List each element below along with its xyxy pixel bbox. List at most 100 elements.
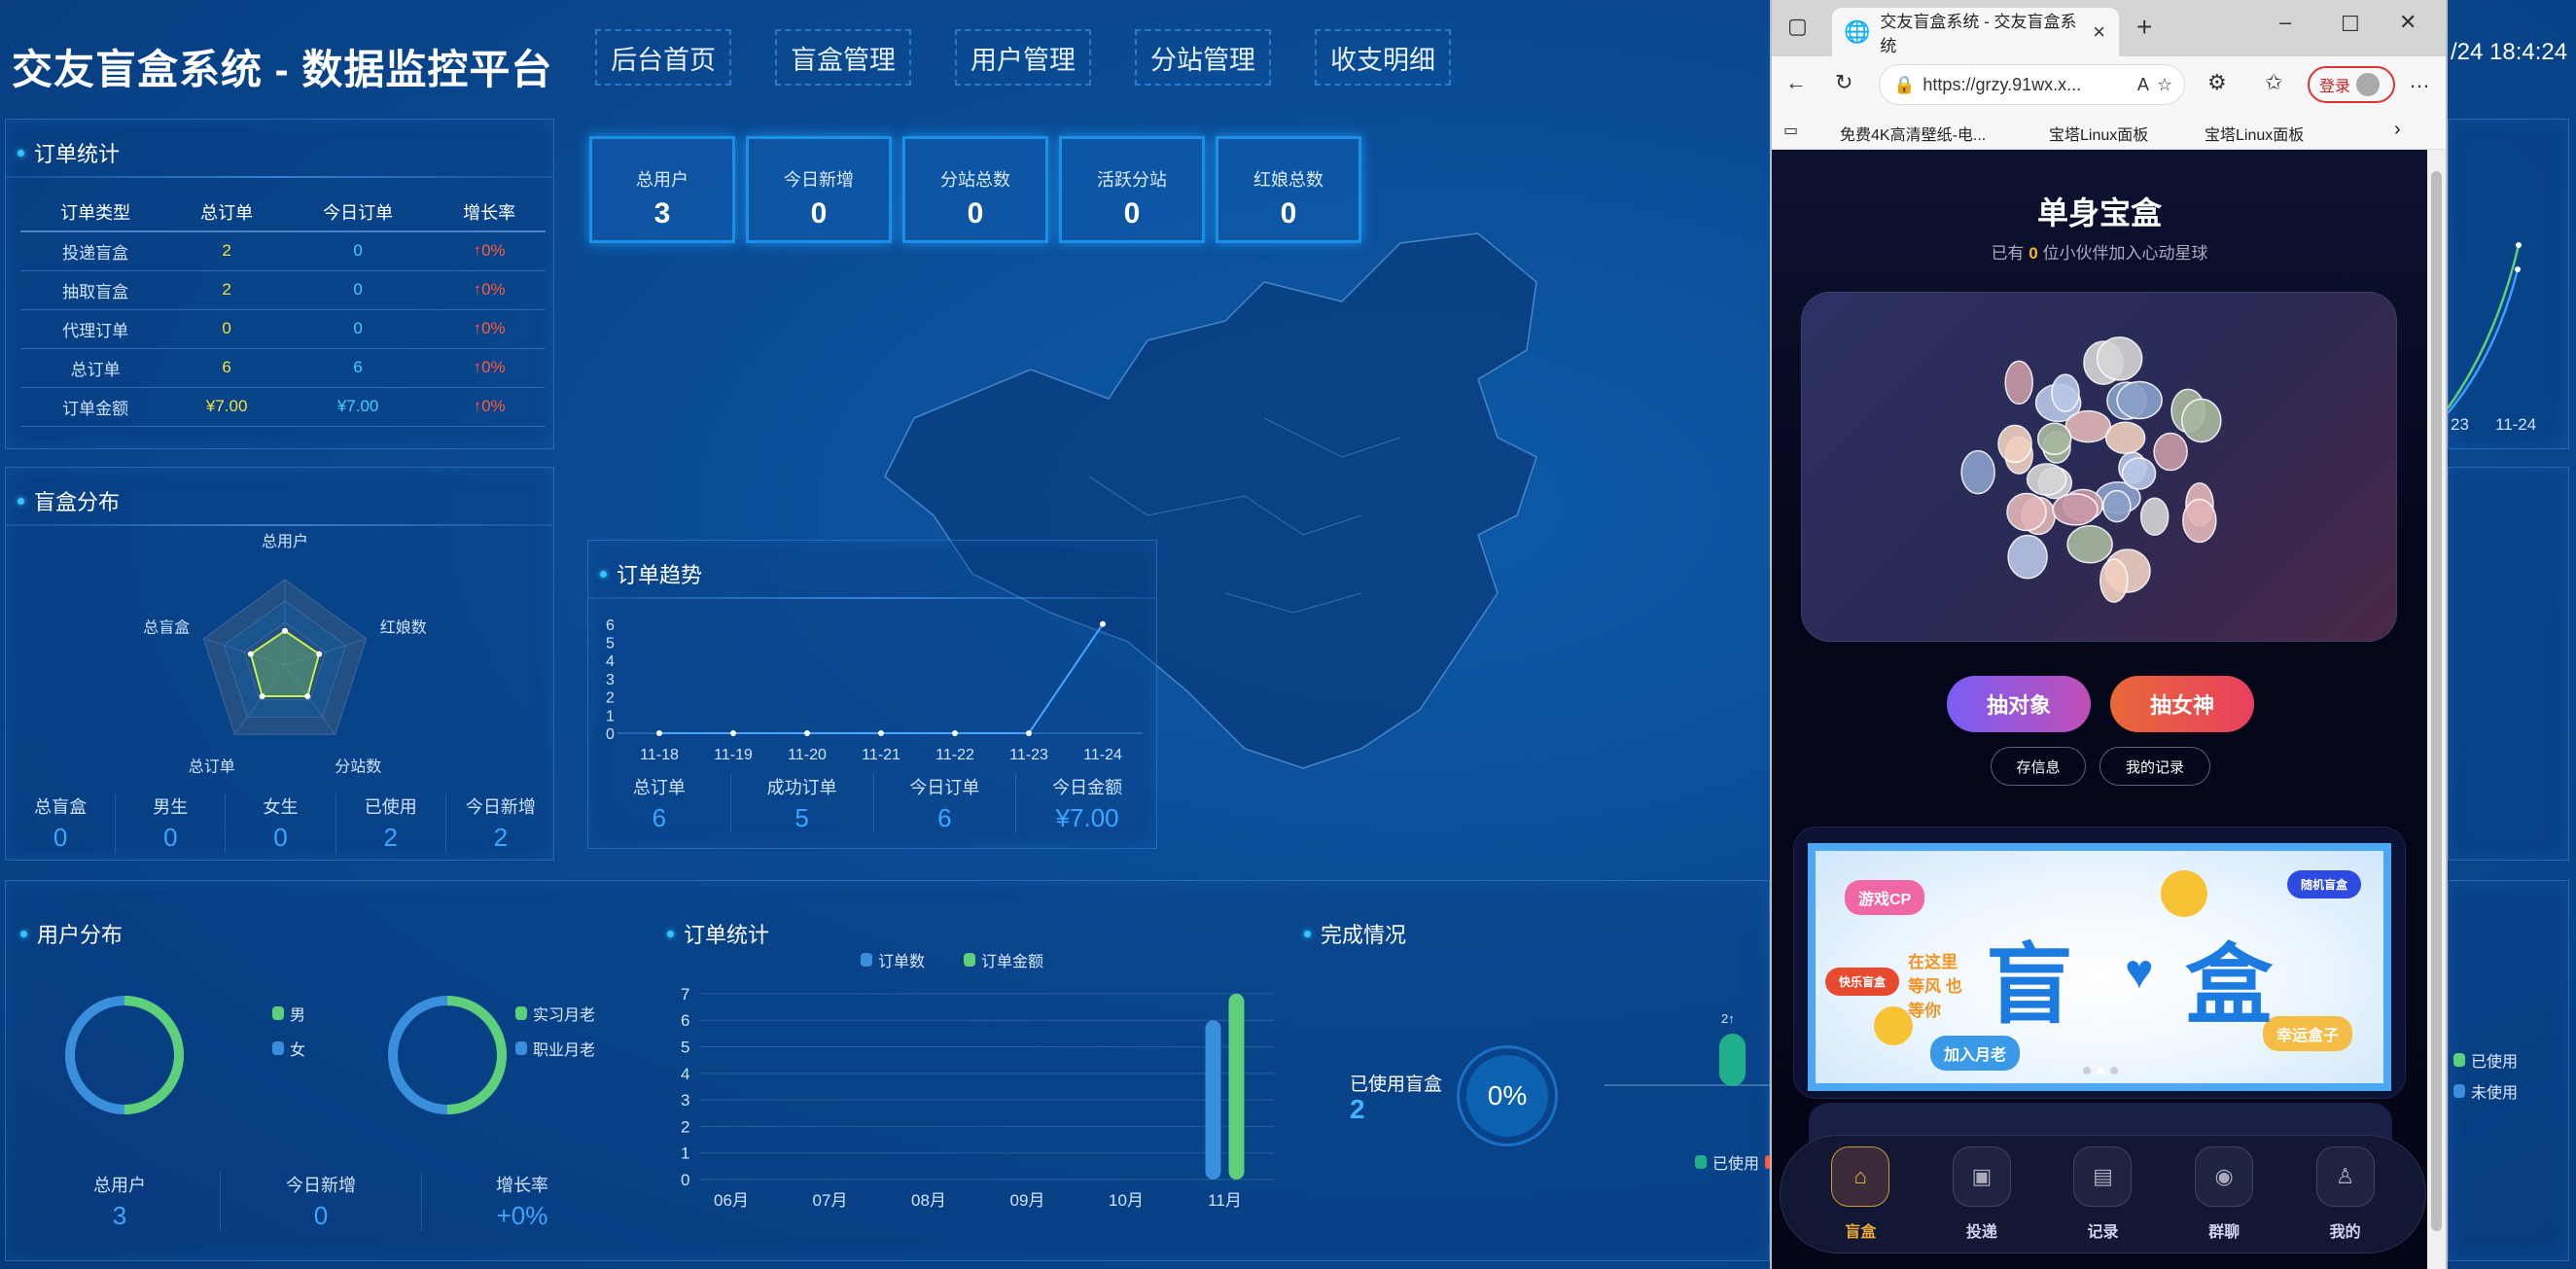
radar-label: 红娘数	[380, 618, 427, 636]
column-header: 增长率	[433, 193, 546, 232]
table-cell: 2	[170, 231, 283, 271]
legend-item[interactable]: 男	[272, 1002, 305, 1025]
close-window-icon[interactable]: ✕	[2399, 10, 2417, 34]
x-tick: 11-24	[1083, 747, 1122, 763]
nav-button[interactable]: 用户管理	[955, 29, 1091, 86]
avatar-bubble	[2181, 398, 2222, 443]
nav-item-user-circle[interactable]: ◉ 群聊	[2185, 1146, 2263, 1242]
heart-icon: ♥	[2125, 944, 2154, 999]
banner-tag: 随机盲盒	[2287, 870, 2362, 899]
carousel-dot[interactable]	[2083, 1067, 2091, 1075]
sidebar-toggle-icon[interactable]: ▢	[1787, 14, 1808, 38]
nav-button[interactable]: 后台首页	[595, 29, 731, 86]
stat-item: 总盲盒 0	[6, 793, 115, 853]
y-tick: 2	[681, 1117, 689, 1136]
y-tick: 1	[606, 708, 615, 724]
stat-value: 3	[112, 1201, 127, 1230]
send-icon: ▣	[1952, 1146, 2011, 1207]
x-label: 23	[2451, 415, 2469, 434]
back-icon[interactable]: ←	[1785, 70, 1807, 94]
x-tick: 11-20	[788, 747, 827, 763]
stat-item: 今日金额 ¥7.00	[1015, 774, 1158, 833]
trend-point	[1100, 620, 1106, 627]
stat-label: 男生	[153, 797, 189, 817]
radar-label: 总用户	[262, 533, 308, 550]
legend-item[interactable]: 订单金额	[964, 948, 1043, 971]
avatar-bubble	[2052, 493, 2099, 526]
table-cell: 代理订单	[20, 309, 171, 349]
close-tab-icon[interactable]: ×	[2093, 19, 2105, 44]
bookmark-list-icon[interactable]: ▭	[1783, 123, 1799, 139]
draw-partner-button[interactable]: 抽对象	[1947, 676, 2091, 732]
carousel-dot[interactable]	[2110, 1067, 2118, 1075]
nav-item-home[interactable]: ⌂ 盲盒	[1821, 1146, 1899, 1242]
nav-button[interactable]: 盲盒管理	[775, 29, 911, 86]
card-label: 红娘总数	[1253, 170, 1323, 190]
nav-item-person[interactable]: ♙ 我的	[2307, 1146, 2384, 1242]
x-tick: 11-23	[1009, 747, 1048, 763]
bookmark[interactable]: 宝塔Linux面板	[2205, 127, 2305, 144]
favorites-icon[interactable]: ✩	[2265, 70, 2283, 94]
minimize-icon[interactable]: –	[2279, 10, 2292, 34]
bottom-nav: ⌂ 盲盒 ▣ 投递 ▤ 记录 ◉ 群聊 ♙ 我的	[1780, 1135, 2426, 1253]
nav-item-send[interactable]: ▣ 投递	[1943, 1146, 2021, 1242]
bookmark[interactable]: 免费4K高清壁纸-电...	[1840, 127, 1987, 144]
avatar-bubble	[2121, 457, 2157, 490]
draw-goddess-button[interactable]: 抽女神	[2110, 676, 2254, 732]
table-cell: ↑0%	[433, 387, 546, 427]
y-tick: 3	[681, 1091, 689, 1110]
order-bar-chart: 0 1 2 3 4 5 6 7 06月 07月 08月 09月 10月 11月	[681, 985, 1274, 1210]
x-tick: 11-22	[935, 747, 974, 763]
table-cell: ↑0%	[433, 231, 546, 271]
legend-item[interactable]: 订单数	[861, 948, 925, 971]
bookmark[interactable]: 宝塔Linux面板	[2049, 127, 2149, 144]
table-row: 订单金额 ¥7.00 ¥7.00 ↑0%	[20, 387, 546, 427]
y-tick: 4	[681, 1065, 689, 1083]
nav-button[interactable]: 收支明细	[1315, 29, 1451, 86]
carousel-dot-active[interactable]	[2097, 1067, 2104, 1075]
table-row: 总订单 6 6 ↑0%	[20, 348, 546, 388]
save-info-button[interactable]: 存信息	[1991, 747, 2086, 786]
bar	[1228, 993, 1245, 1180]
banner-carousel[interactable]: 游戏CP 随机盲盒 快乐盲盒 加入月老 幸运盒子 在这里 等风 也等你 盲 ♥ …	[1808, 843, 2391, 1091]
legend-item[interactable]: 女	[272, 1037, 305, 1060]
banner-tag: 游戏CP	[1845, 880, 1925, 915]
y-tick: 6	[681, 1011, 689, 1030]
chevron-right-icon[interactable]: ›	[2394, 119, 2401, 140]
stat-label: 总用户	[93, 1176, 146, 1195]
new-tab-icon[interactable]: +	[2136, 12, 2153, 42]
panel-title: 用户分布	[20, 918, 123, 949]
browser-tab[interactable]: 🌐 交友盲盒系统 - 交友盲盒系统 ×	[1832, 8, 2119, 56]
my-records-button[interactable]: 我的记录	[2100, 747, 2210, 786]
nav-button[interactable]: 分站管理	[1135, 29, 1271, 86]
stat-item: 已使用 2	[335, 793, 445, 853]
x-tick: 09月	[1010, 1191, 1045, 1210]
read-aloud-icon[interactable]: A	[2136, 74, 2149, 94]
box-distribution-panel: 盲盒分布 总用户 红娘数 分站数 总订单 总盲盒 总盲盒 0 男生 0 女生 0 已使用 2 今日新增 2	[5, 467, 554, 861]
card-value: 3	[653, 197, 671, 229]
trend-point	[952, 730, 958, 736]
stat-value: 0	[53, 823, 68, 852]
page-subtitle: 已有 0 位小伙伴加入心动星球	[1991, 244, 2208, 263]
browser-window: ▢ 🌐 交友盲盒系统 - 交友盲盒系统 × + – ☐ ✕ ← ↻ 🔒 https:/…	[1770, 0, 2448, 1269]
favorite-star-icon[interactable]: ☆	[2156, 74, 2172, 94]
legend-item[interactable]: 实习月老	[515, 1002, 595, 1025]
login-button[interactable]: 登录	[2308, 66, 2395, 103]
legend-item[interactable]: 职业月老	[515, 1037, 595, 1060]
refresh-icon[interactable]: ↻	[1835, 70, 1853, 94]
avatar-sphere-card[interactable]	[1801, 292, 2397, 642]
nav-item-bag[interactable]: ▤ 记录	[2064, 1146, 2141, 1242]
url-input[interactable]: 🔒 https://grzy.91wx.x... A ☆	[1879, 64, 2185, 105]
table-cell: ¥7.00	[282, 387, 434, 427]
stat-value: 0	[163, 823, 178, 852]
y-tick: 6	[606, 617, 615, 634]
extensions-icon[interactable]: ⚙	[2207, 70, 2227, 94]
scrollbar[interactable]	[2427, 150, 2446, 1269]
more-icon[interactable]: …	[2409, 68, 2430, 92]
legend-used: 已使用	[1695, 1150, 1772, 1174]
radar-point	[316, 651, 323, 657]
column-header: 今日订单	[282, 193, 434, 232]
maximize-icon[interactable]: ☐	[2341, 12, 2360, 36]
stat-label: 总订单	[632, 778, 686, 797]
table-cell: 6	[282, 348, 434, 388]
